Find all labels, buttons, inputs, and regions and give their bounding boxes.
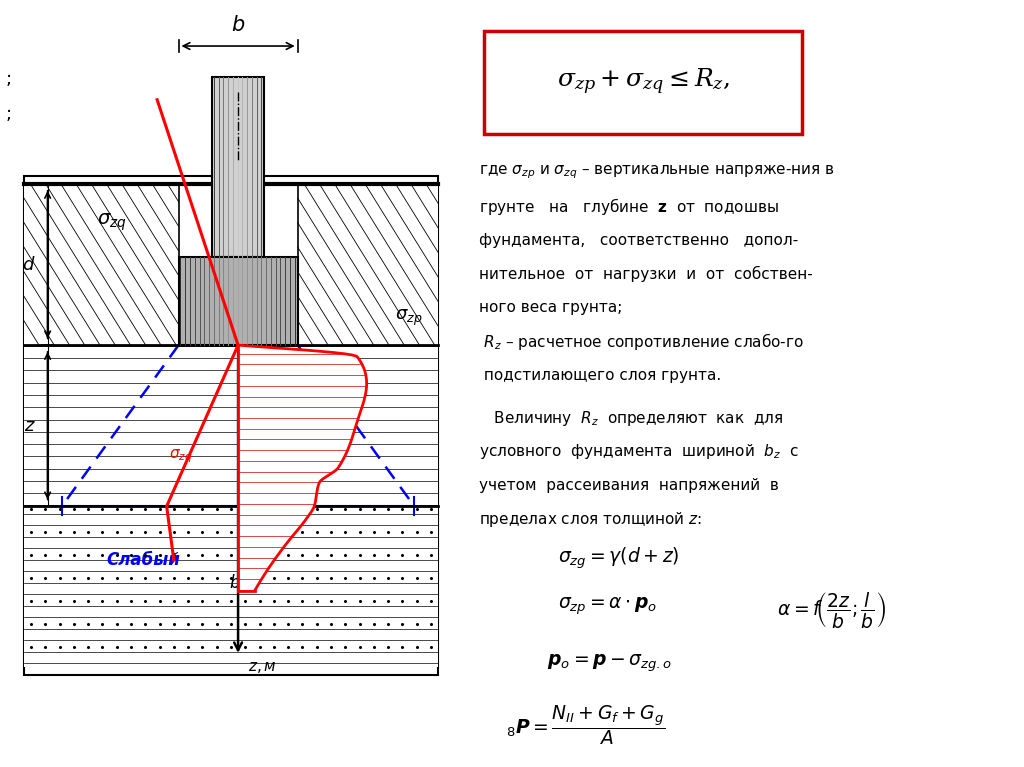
Text: $z, м$: $z, м$: [248, 660, 276, 675]
Text: $\boldsymbol{R_z}$ – расчетное сопротивление слабо-го: $\boldsymbol{R_z}$ – расчетное сопротивл…: [479, 331, 804, 352]
Bar: [24, 184, 178, 345]
Text: где $\boldsymbol{\sigma_{zp}}$ и $\boldsymbol{\sigma_{zq}}$ – вертикальные напря: где $\boldsymbol{\sigma_{zp}}$ и $\bolds…: [479, 164, 835, 181]
Text: ${}_{8}\boldsymbol{P} = \dfrac{N_{II} + G_f + G_g}{A}$: ${}_{8}\boldsymbol{P} = \dfrac{N_{II} + …: [506, 703, 666, 747]
Text: ;: ;: [6, 71, 12, 88]
Text: $\sigma_{zq}$: $\sigma_{zq}$: [169, 448, 193, 465]
Text: $\boldsymbol{p}_{o} = \boldsymbol{p} - \sigma_{zg.o}$: $\boldsymbol{p}_{o} = \boldsymbol{p} - \…: [548, 653, 673, 674]
Text: учетом  рассеивания  напряжений  в: учетом рассеивания напряжений в: [479, 478, 779, 493]
Polygon shape: [178, 257, 298, 345]
Text: $d$: $d$: [23, 255, 36, 274]
Text: $\sigma_{zp} + \sigma_{zq} \leq R_z,$: $\sigma_{zp} + \sigma_{zq} \leq R_z,$: [557, 67, 730, 97]
Text: нительное  от  нагрузки  и  от  собствен-: нительное от нагрузки и от собствен-: [479, 265, 813, 282]
Polygon shape: [238, 345, 367, 591]
Text: условного  фундамента  шириной  $\boldsymbol{b_z}$  с: условного фундамента шириной $\boldsymbo…: [479, 443, 799, 461]
Text: $\alpha = f\!\left(\dfrac{2z}{b};\dfrac{l}{b}\right)$: $\alpha = f\!\left(\dfrac{2z}{b};\dfrac{…: [777, 590, 887, 630]
Text: $b_z$: $b_z$: [228, 572, 248, 594]
Text: фундамента,   соответственно   допол-: фундамента, соответственно допол-: [479, 232, 798, 248]
Bar: [24, 176, 438, 675]
Polygon shape: [212, 77, 264, 257]
Text: Слабый: Слабый: [105, 551, 180, 569]
Text: Величину  $\boldsymbol{R_z}$  определяют  как  для: Величину $\boldsymbol{R_z}$ определяют к…: [479, 409, 783, 427]
Text: $\sigma_{zp} = \alpha \cdot \boldsymbol{p}_{o}$: $\sigma_{zp} = \alpha \cdot \boldsymbol{…: [558, 595, 657, 617]
Bar: [484, 31, 802, 134]
Text: подстилающего слоя грунта.: подстилающего слоя грунта.: [479, 367, 721, 383]
Text: $\sigma_{zg} = \gamma(d + z)$: $\sigma_{zg} = \gamma(d + z)$: [558, 545, 680, 571]
Text: грунте   на   глубине  $\mathbf{z}$  от  подошвы: грунте на глубине $\mathbf{z}$ от подошв…: [479, 196, 778, 217]
Text: $z$: $z$: [24, 416, 36, 435]
Bar: [298, 184, 438, 345]
Text: ;: ;: [6, 105, 12, 123]
Text: пределах слоя толщиной $z$:: пределах слоя толщиной $z$:: [479, 510, 702, 528]
Bar: [24, 506, 438, 667]
Bar: [24, 345, 438, 506]
Text: $\sigma_{zp}$: $\sigma_{zp}$: [395, 308, 423, 328]
Text: $\sigma_{zp}$: $\sigma_{zp}$: [241, 459, 264, 476]
Text: $\sigma_{zq}$: $\sigma_{zq}$: [97, 212, 127, 233]
Text: ного веса грунта;: ного веса грунта;: [479, 300, 623, 315]
Text: $b$: $b$: [231, 15, 245, 35]
